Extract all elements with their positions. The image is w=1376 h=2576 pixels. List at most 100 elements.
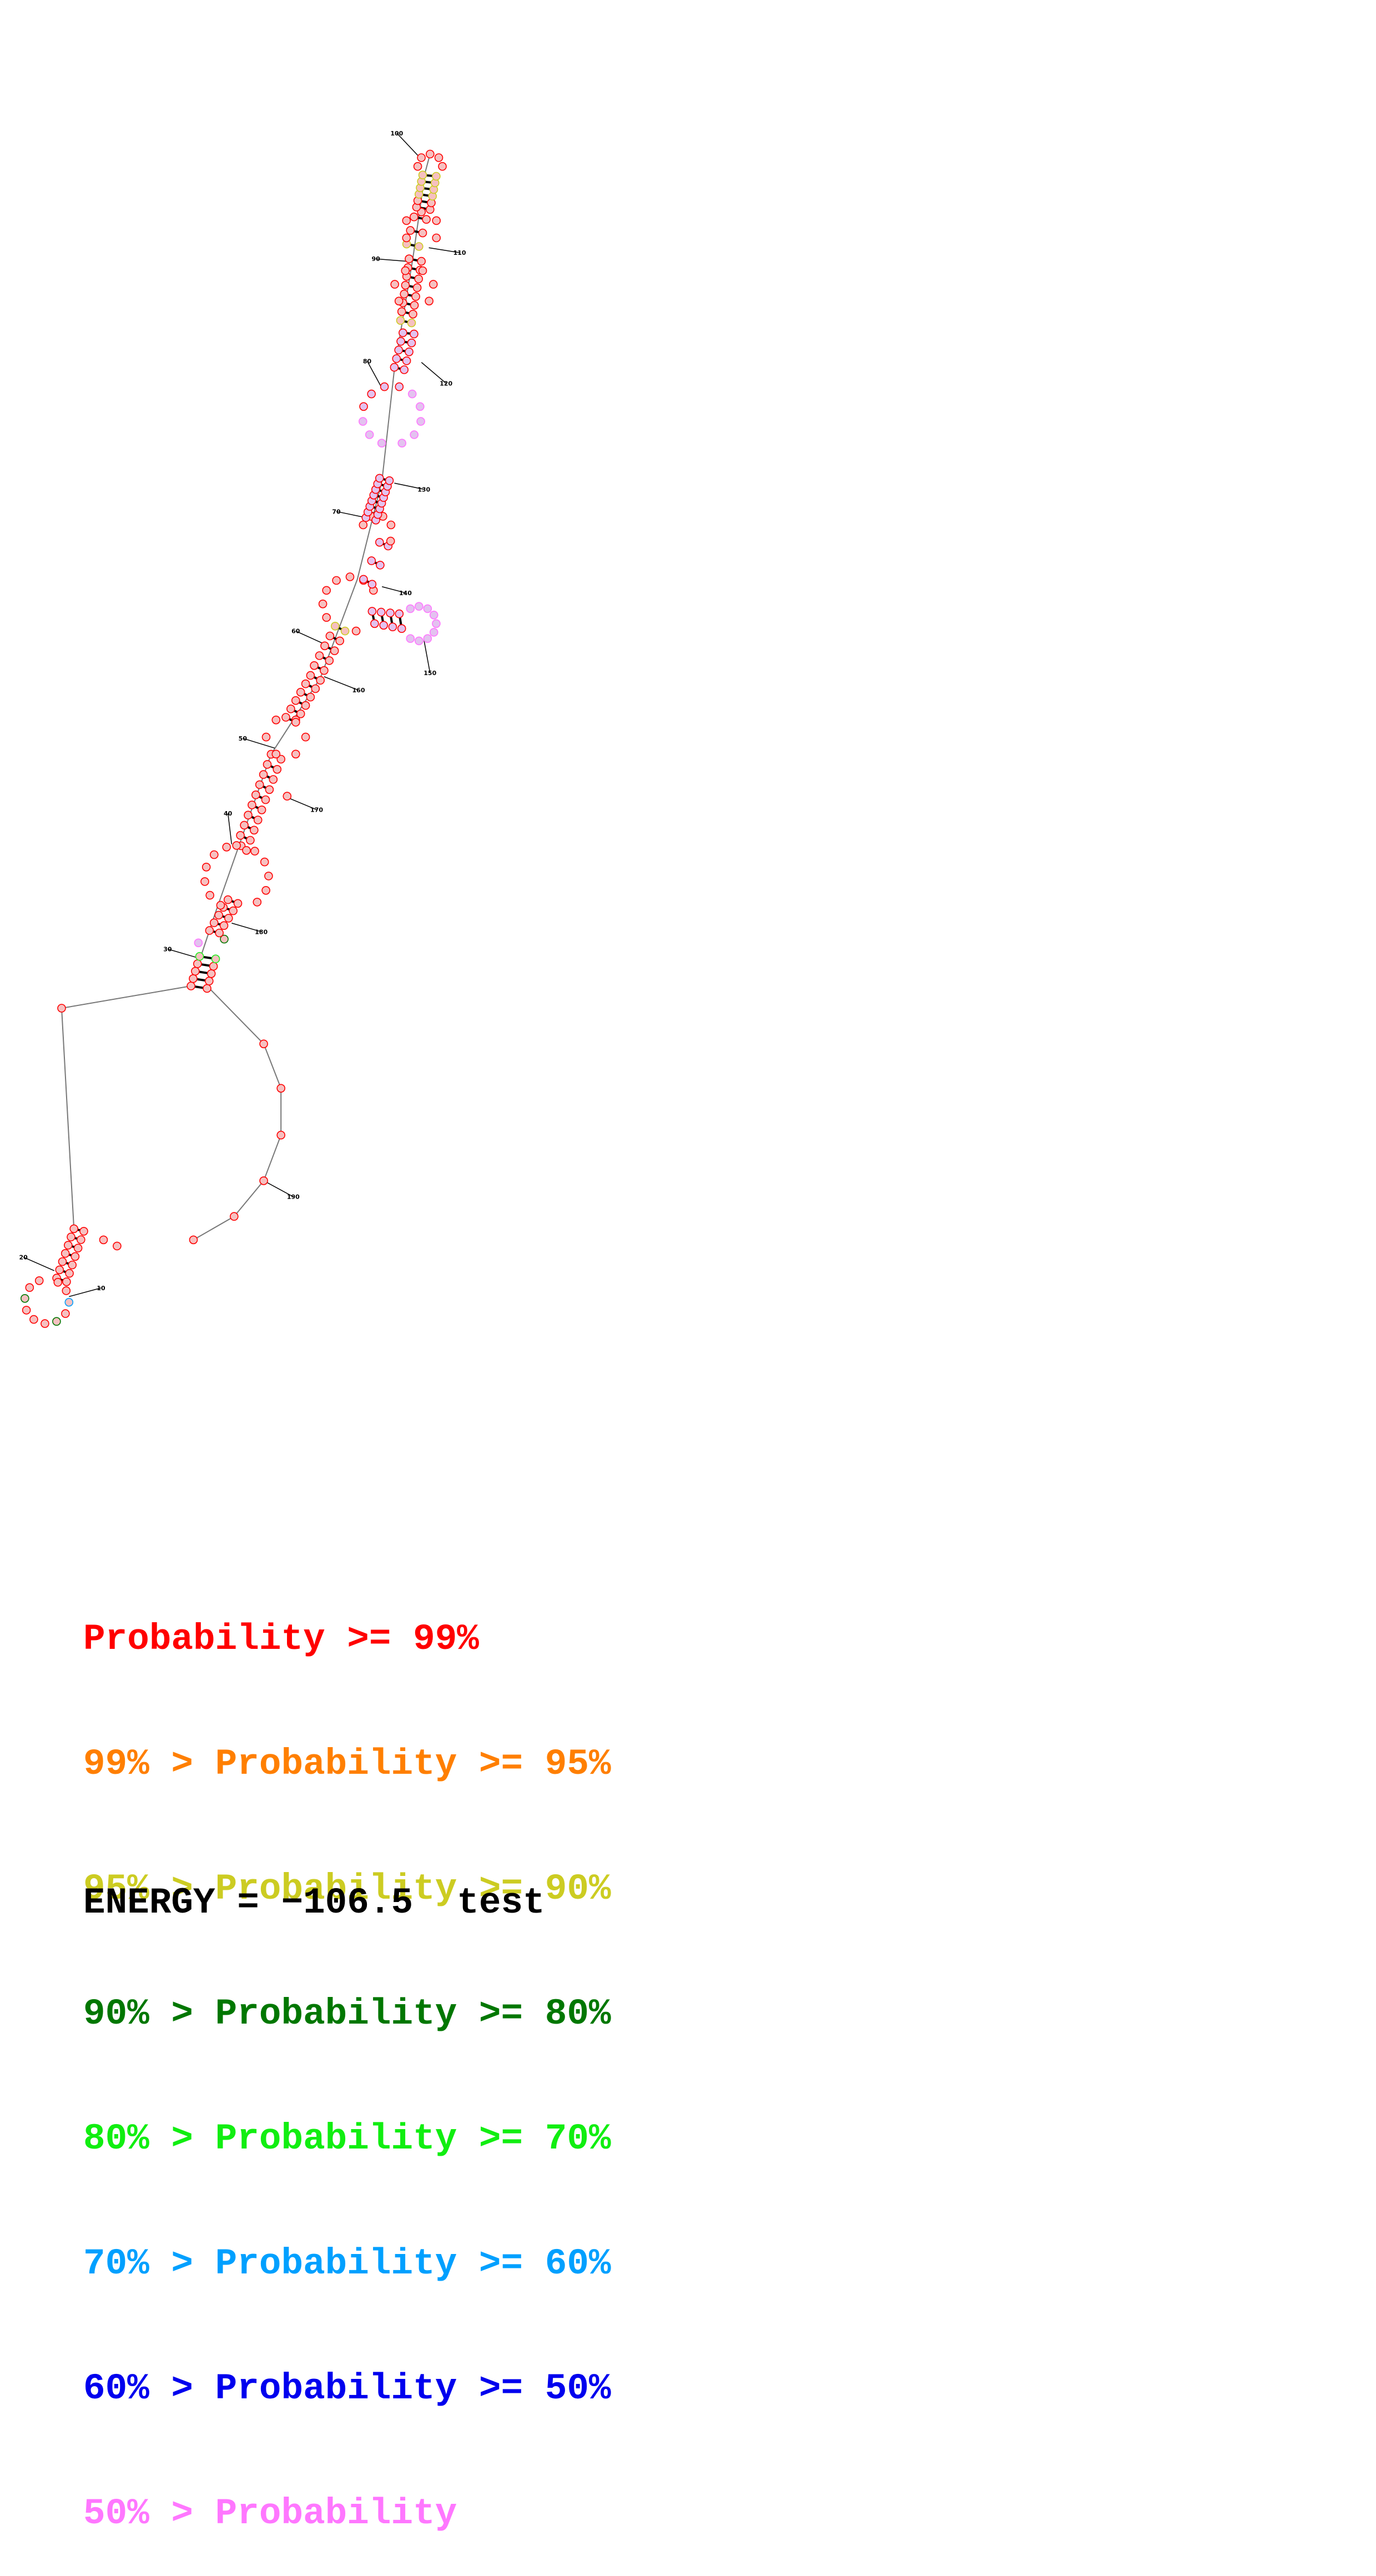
nucleotide [311,684,320,693]
nucleotide [429,628,438,637]
position-label: 10 [97,1285,105,1292]
nucleotide [189,1235,198,1245]
legend-prefix: 70% > [83,2243,215,2285]
nucleotide [113,1241,122,1251]
nucleotide [301,701,310,710]
nucleotide [418,228,427,238]
nucleotide [367,607,377,616]
nucleotide [67,1232,75,1241]
position-tick [429,247,460,253]
nucleotide [271,716,281,724]
position-label: 60 [291,628,300,635]
nucleotide [402,356,411,365]
nucleotide [396,337,405,346]
nucleotide [233,899,243,908]
nucleotide [251,790,260,799]
nucleotide [189,974,198,983]
nucleotide [409,309,417,319]
nucleotide [220,934,229,944]
nucleotide [375,474,384,483]
nucleotide [236,831,245,840]
nucleotide [414,274,424,284]
nucleotide [79,1227,88,1236]
nucleotide [64,1241,73,1250]
position-label: 30 [163,945,172,953]
legend-prefix: 80% > [83,2118,215,2160]
legend-row-low: 50% > Probability [83,2493,611,2534]
nucleotide [25,1283,34,1292]
nucleotide [253,816,263,824]
nucleotide [438,162,447,171]
nucleotide [58,1257,67,1266]
nucleotide [246,836,255,845]
nucleotide [77,1235,85,1244]
legend-text: Probability >= 70% [215,2118,611,2160]
nucleotide [222,843,231,852]
nucleotide [195,952,204,961]
nucleotide [223,895,233,904]
position-tick [263,1180,294,1198]
nucleotide [388,622,397,631]
nucleotide [330,622,340,631]
nucleotide [332,576,341,585]
position-label: 170 [310,807,323,814]
nucleotide [216,900,225,910]
nucleotide [52,1317,61,1326]
nucleotide [400,289,409,299]
position-label: 130 [417,486,430,493]
nucleotide [407,318,416,328]
legend-text: Probability >= 90% [215,1868,611,1910]
nucleotide [70,1252,80,1261]
nucleotide [406,634,415,643]
nucleotide [205,926,214,935]
backbone-segment [190,154,431,987]
position-tick [382,586,406,593]
nucleotide [73,1244,83,1252]
nucleotide [429,611,438,620]
position-label: 20 [19,1254,28,1261]
position-label: 100 [390,130,403,137]
position-tick [23,1256,54,1271]
legend-row-99: Probability >= 99% [83,1618,611,1660]
nucleotide [61,1249,70,1258]
nucleotide [376,607,386,617]
legend-row-70: 80% > Probability >= 70% [83,2118,611,2160]
position-tick [394,482,424,490]
nucleotide [325,631,335,641]
nucleotide [201,863,211,872]
nucleotide [410,301,419,310]
nucleotide [211,954,220,963]
nucleotide [261,732,271,742]
position-tick [243,738,275,749]
nucleotide [395,609,404,618]
position-tick [396,133,419,156]
nucleotide [320,641,329,651]
nucleotide [394,345,404,355]
nucleotide [224,914,233,923]
nucleotide [315,651,324,660]
position-tick [231,923,261,933]
nucleotide [414,242,424,251]
nucleotide [20,1294,29,1303]
nucleotide [414,602,424,611]
nucleotide [41,1319,49,1328]
nucleotide [379,621,389,630]
nucleotide [370,619,379,628]
nucleotide [62,1277,71,1286]
position-tick [227,813,233,844]
nucleotide [407,338,416,348]
nucleotide [273,765,282,774]
nucleotide [320,666,329,675]
nucleotide [407,389,417,399]
nucleotide [296,710,305,718]
nucleotide [276,1084,286,1093]
nucleotide [405,254,414,264]
nucleotide [22,1306,31,1315]
nucleotide [397,439,407,448]
nucleotide [55,1265,64,1275]
nucleotide [306,692,315,702]
nucleotide [418,170,427,180]
nucleotide [276,1130,286,1140]
nucleotide [291,718,300,727]
nucleotide [259,1176,268,1185]
